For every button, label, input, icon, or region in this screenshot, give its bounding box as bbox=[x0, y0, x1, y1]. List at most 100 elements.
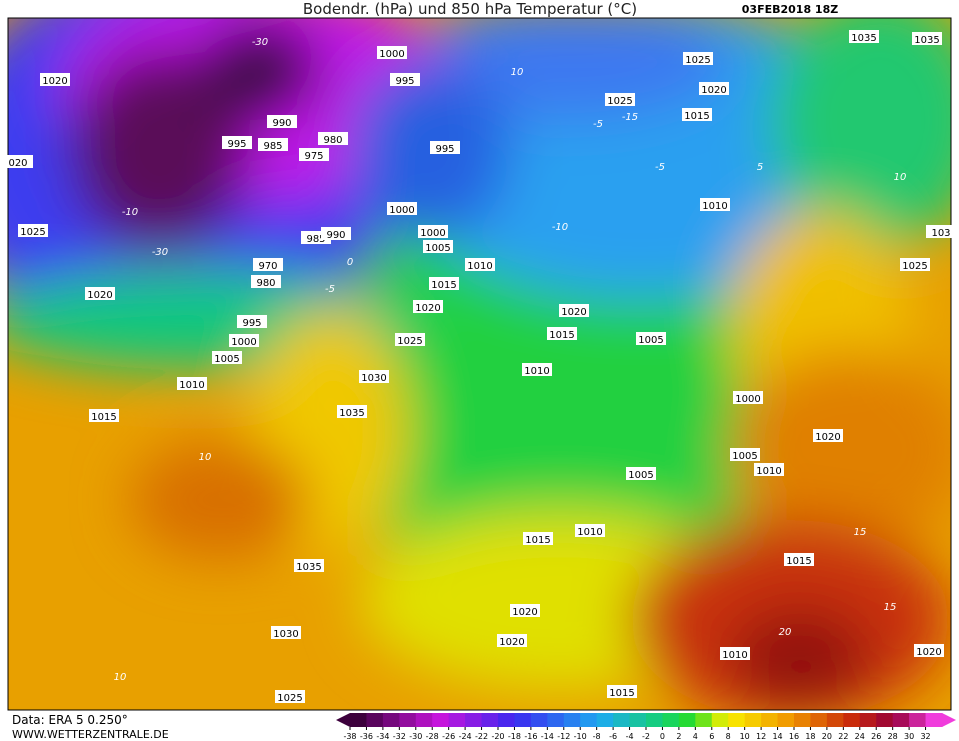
colorbar-label: 16 bbox=[789, 732, 799, 741]
colorbar-label: -16 bbox=[524, 732, 537, 741]
colorbar-swatch bbox=[892, 713, 910, 727]
colorbar-label: -12 bbox=[557, 732, 570, 741]
isobar-label-bg bbox=[89, 409, 119, 422]
colorbar-swatch bbox=[761, 713, 779, 727]
colorbar-label: 14 bbox=[772, 732, 782, 741]
colorbar-swatch bbox=[366, 713, 384, 727]
isobar-label-bg bbox=[299, 148, 329, 161]
isobar-label: 020 bbox=[8, 158, 27, 169]
colorbar-label: -4 bbox=[626, 732, 634, 741]
isobar-label: 1025 bbox=[397, 336, 422, 347]
colorbar-label: 26 bbox=[871, 732, 881, 741]
isobar-label: 1010 bbox=[577, 527, 602, 538]
colorbar-swatch bbox=[596, 713, 614, 727]
isobar-label-bg bbox=[559, 304, 589, 317]
colorbar-label: 32 bbox=[920, 732, 930, 741]
colorbar-label: 18 bbox=[805, 732, 815, 741]
isobar-label: 1035 bbox=[296, 562, 321, 573]
isobar-label: 1030 bbox=[273, 629, 298, 640]
isotherm-label: -30 bbox=[252, 37, 268, 48]
isobar-label: 995 bbox=[395, 76, 414, 87]
isobar-label: 1000 bbox=[420, 228, 445, 239]
colorbar-label: -2 bbox=[642, 732, 650, 741]
isobar-label-bg bbox=[636, 332, 666, 345]
isobar-label-bg bbox=[229, 334, 259, 347]
isobar-label-bg bbox=[700, 198, 730, 211]
isobar-label-bg bbox=[465, 258, 495, 271]
colorbar-swatch bbox=[695, 713, 713, 727]
isobar-label-bg bbox=[912, 32, 942, 45]
isobar-label-bg bbox=[605, 93, 635, 106]
map-title: Bodendr. (hPa) und 850 hPa Temperatur (°… bbox=[303, 0, 637, 18]
isotherm-label: 5 bbox=[757, 162, 763, 173]
isobar-label-bg bbox=[222, 136, 252, 149]
isotherm-label: -15 bbox=[622, 112, 638, 123]
isobar-label: 1000 bbox=[389, 205, 414, 216]
isotherm-label: 10 bbox=[114, 672, 127, 683]
isobar-label: 985 bbox=[263, 141, 282, 152]
isobar-label-bg bbox=[522, 363, 552, 376]
isobar-label: 995 bbox=[227, 139, 246, 150]
isotherm-label: 10 bbox=[199, 452, 212, 463]
data-source: Data: ERA 5 0.250° bbox=[12, 713, 128, 727]
isobar-label-bg bbox=[730, 448, 760, 461]
colorbar-label: -26 bbox=[442, 732, 455, 741]
colorbar-label: -30 bbox=[409, 732, 422, 741]
colorbar-label: 12 bbox=[756, 732, 766, 741]
colorbar-swatch bbox=[382, 713, 400, 727]
isobar-label: 1020 bbox=[499, 637, 524, 648]
isobar-label-bg bbox=[813, 429, 843, 442]
isobar-label: 1015 bbox=[684, 111, 709, 122]
colorbar-swatch bbox=[547, 713, 565, 727]
isobar-label: 980 bbox=[256, 278, 275, 289]
isobar-label: 1015 bbox=[786, 556, 811, 567]
colorbar-swatch bbox=[843, 713, 861, 727]
colorbar-label: -36 bbox=[360, 732, 373, 741]
colorbar-label: -14 bbox=[541, 732, 554, 741]
isobar-label: 1015 bbox=[91, 412, 116, 423]
isobar-label: 1025 bbox=[277, 693, 302, 704]
isobar-label-bg bbox=[575, 524, 605, 537]
isobar-label: 1020 bbox=[512, 607, 537, 618]
isobar-label-bg bbox=[85, 287, 115, 300]
isobar-label: 1035 bbox=[914, 35, 939, 46]
colorbar-swatch bbox=[465, 713, 483, 727]
isobar-label-bg bbox=[683, 52, 713, 65]
isobar-label-bg bbox=[720, 647, 750, 660]
isobar-label: 1000 bbox=[735, 394, 760, 405]
colorbar-label: -20 bbox=[491, 732, 504, 741]
isobar-label: 990 bbox=[272, 118, 291, 129]
isobar-label: 1020 bbox=[42, 76, 67, 87]
isobar-label-bg bbox=[900, 258, 930, 271]
colorbar-swatch bbox=[728, 713, 746, 727]
isotherm-label: 20 bbox=[779, 627, 792, 638]
colorbar-label: -10 bbox=[574, 732, 587, 741]
isobar-label-bg bbox=[237, 315, 267, 328]
isobar-label: 1020 bbox=[916, 647, 941, 658]
colorbar-swatch bbox=[498, 713, 515, 727]
colorbar-swatch bbox=[662, 713, 680, 727]
isobar-label-bg bbox=[733, 391, 763, 404]
isobar-label: 1020 bbox=[87, 290, 112, 301]
isobar-label: 1005 bbox=[425, 243, 450, 254]
isobar-label: 995 bbox=[242, 318, 261, 329]
isotherm-label: -10 bbox=[122, 207, 138, 218]
isobar-label-bg bbox=[177, 377, 207, 390]
colorbar-swatch bbox=[448, 713, 466, 727]
colorbar-swatch bbox=[432, 713, 450, 727]
isobar-label-bg bbox=[258, 138, 288, 151]
isobar-label-bg bbox=[699, 82, 729, 95]
isobar-label: 1025 bbox=[607, 96, 632, 107]
isobar-label: 970 bbox=[258, 261, 277, 272]
colorbar-label: 4 bbox=[693, 732, 698, 741]
isobar-label-bg bbox=[294, 559, 324, 572]
isotherm-label: 10 bbox=[511, 67, 524, 78]
colorbar-swatch bbox=[744, 713, 762, 727]
colorbar-swatch bbox=[481, 713, 499, 727]
colorbar-swatch bbox=[530, 713, 548, 727]
isobar-label-bg bbox=[395, 333, 425, 346]
isobar-label: 1030 bbox=[361, 373, 386, 384]
isobar-label: 1020 bbox=[561, 307, 586, 318]
isotherm-label: 10 bbox=[894, 172, 907, 183]
